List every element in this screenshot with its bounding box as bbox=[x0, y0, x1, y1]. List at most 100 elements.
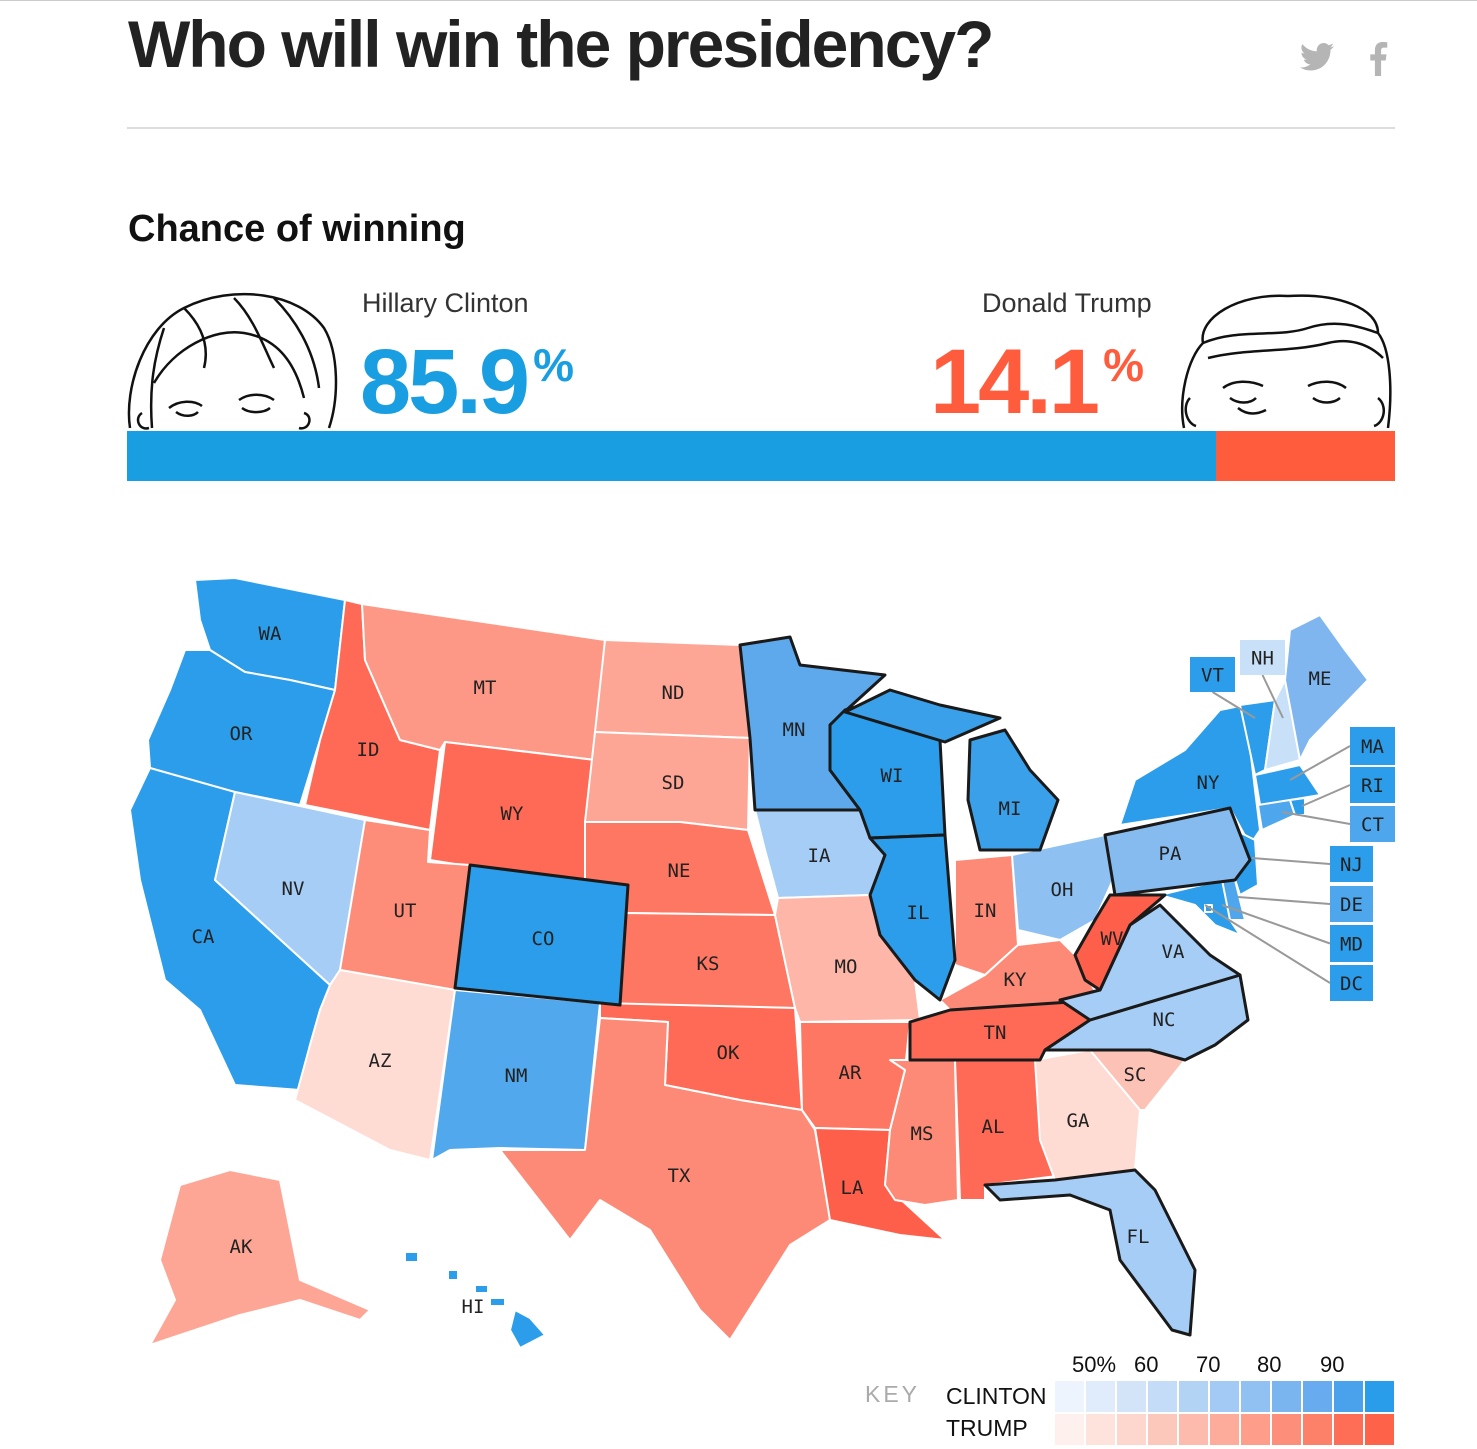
state-ak[interactable] bbox=[149, 1169, 371, 1346]
leader-line bbox=[1204, 904, 1331, 984]
state-wv[interactable] bbox=[1073, 893, 1167, 992]
state-shape[interactable] bbox=[149, 1169, 371, 1346]
state-mi[interactable] bbox=[843, 688, 1060, 852]
state-ct[interactable] bbox=[1257, 799, 1296, 831]
state-shape[interactable] bbox=[489, 1297, 506, 1307]
state-label-box[interactable] bbox=[1330, 886, 1373, 922]
state-label: SC bbox=[1124, 1064, 1147, 1086]
state-shape[interactable] bbox=[1254, 764, 1321, 806]
state-label: CO bbox=[532, 928, 555, 950]
key-trump-label: TRUMP bbox=[946, 1415, 1028, 1441]
state-label: AL bbox=[982, 1116, 1005, 1138]
state-me[interactable] bbox=[1284, 614, 1369, 761]
state-label: WY bbox=[501, 803, 524, 825]
key-clinton-scale bbox=[1055, 1381, 1394, 1412]
key-swatch bbox=[1241, 1414, 1270, 1445]
state-shape[interactable] bbox=[147, 649, 336, 806]
state-label-box[interactable] bbox=[1330, 846, 1373, 882]
key-swatch bbox=[1303, 1381, 1332, 1412]
state-label: AK bbox=[230, 1236, 253, 1258]
state-label: FL bbox=[1127, 1226, 1150, 1248]
key-tick: 80 bbox=[1257, 1352, 1282, 1377]
state-shape[interactable] bbox=[966, 728, 1060, 852]
state-label: KY bbox=[1004, 969, 1027, 991]
key-swatch bbox=[1148, 1414, 1177, 1445]
state-shape[interactable] bbox=[843, 688, 1002, 744]
state-label-box[interactable] bbox=[1350, 727, 1395, 765]
state-shape[interactable] bbox=[1284, 614, 1369, 761]
state-shape[interactable] bbox=[1103, 806, 1252, 897]
state-shape[interactable] bbox=[868, 833, 957, 1002]
state-label: MS bbox=[911, 1123, 934, 1145]
state-label: WI bbox=[881, 765, 904, 787]
state-label: PA bbox=[1159, 843, 1182, 865]
state-label: NV bbox=[282, 878, 305, 900]
key-clinton-label: CLINTON bbox=[946, 1383, 1047, 1409]
state-label: NY bbox=[1197, 772, 1220, 794]
section-title: Chance of winning bbox=[128, 208, 466, 250]
state-tx[interactable] bbox=[499, 1017, 831, 1341]
state-shape[interactable] bbox=[447, 1269, 459, 1281]
state-label: CT bbox=[1361, 814, 1384, 836]
leader-line bbox=[1221, 904, 1331, 945]
key-swatch bbox=[1179, 1381, 1208, 1412]
key-swatch bbox=[1303, 1414, 1332, 1445]
state-label-box[interactable] bbox=[1350, 806, 1395, 842]
state-label-box[interactable] bbox=[1350, 767, 1395, 803]
state-ma[interactable] bbox=[1254, 764, 1321, 806]
trump-name: Donald Trump bbox=[982, 288, 1152, 318]
key-swatch bbox=[1365, 1381, 1394, 1412]
state-shape[interactable] bbox=[453, 863, 630, 1007]
state-shape[interactable] bbox=[1073, 893, 1167, 992]
state-label: VA bbox=[1162, 941, 1185, 963]
state-shape[interactable] bbox=[404, 1251, 419, 1263]
leader-line bbox=[1301, 784, 1351, 807]
state-label: IL bbox=[907, 902, 930, 924]
top-divider bbox=[0, 0, 1477, 1]
state-shape[interactable] bbox=[509, 1309, 546, 1349]
key-swatch bbox=[1241, 1381, 1270, 1412]
twitter-icon[interactable] bbox=[1300, 42, 1334, 80]
state-or[interactable] bbox=[147, 649, 336, 806]
leader-line bbox=[1211, 691, 1256, 719]
state-shape[interactable] bbox=[983, 1168, 1197, 1337]
state-label-box[interactable] bbox=[1330, 925, 1373, 962]
key-swatch bbox=[1117, 1381, 1146, 1412]
state-fl[interactable] bbox=[983, 1168, 1197, 1337]
state-label-box[interactable] bbox=[1330, 965, 1373, 1001]
clinton-name: Hillary Clinton bbox=[362, 288, 529, 318]
leader-line bbox=[1289, 745, 1351, 781]
key-swatch bbox=[1334, 1381, 1363, 1412]
state-label-box[interactable] bbox=[1190, 657, 1235, 692]
key-tick: 70 bbox=[1196, 1352, 1221, 1377]
state-shape[interactable] bbox=[1289, 797, 1306, 816]
state-ri[interactable] bbox=[1289, 797, 1306, 816]
state-shape[interactable] bbox=[1257, 799, 1296, 831]
state-co[interactable] bbox=[453, 863, 630, 1007]
state-label: NJ bbox=[1340, 854, 1363, 876]
state-hi[interactable] bbox=[404, 1251, 546, 1349]
state-label: UT bbox=[394, 900, 417, 922]
key-swatch bbox=[1334, 1414, 1363, 1445]
state-label: WA bbox=[259, 623, 282, 645]
state-label: MN bbox=[783, 719, 806, 741]
trump-percentage: 14.1% bbox=[930, 330, 1144, 435]
key-tick: 50% bbox=[1072, 1352, 1117, 1377]
state-label: MA bbox=[1361, 736, 1384, 758]
state-label: VT bbox=[1201, 665, 1224, 687]
state-label: RI bbox=[1361, 775, 1384, 797]
clinton-portrait-icon bbox=[127, 292, 338, 430]
state-shape[interactable] bbox=[499, 1017, 831, 1341]
trump-percentage-value: 14.1 bbox=[930, 331, 1100, 433]
clinton-percentage-value: 85.9 bbox=[360, 331, 530, 433]
state-label: NH bbox=[1251, 648, 1274, 670]
state-label-box[interactable] bbox=[1240, 640, 1285, 675]
state-pa[interactable] bbox=[1103, 806, 1252, 897]
state-label: OR bbox=[230, 723, 253, 745]
facebook-icon[interactable] bbox=[1368, 42, 1388, 84]
state-label: DC bbox=[1340, 973, 1363, 995]
state-label: ID bbox=[357, 739, 380, 761]
state-shape[interactable] bbox=[474, 1284, 489, 1294]
state-il[interactable] bbox=[868, 833, 957, 1002]
